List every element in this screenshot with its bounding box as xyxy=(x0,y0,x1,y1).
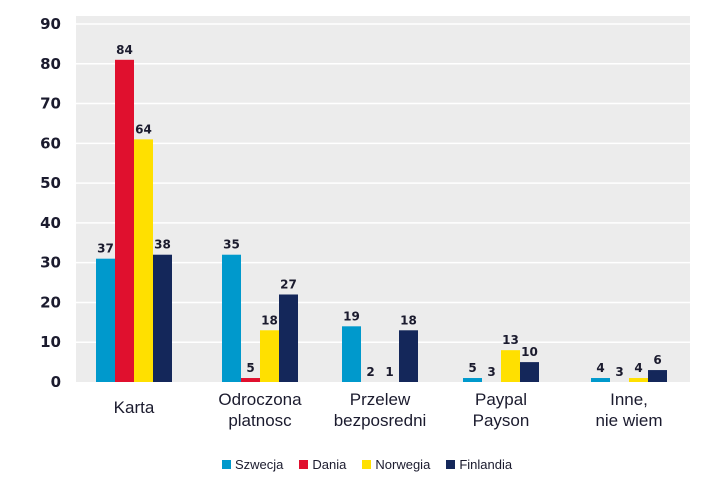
y-tick-label: 60 xyxy=(40,134,61,152)
data-label: 64 xyxy=(135,122,152,136)
data-label: 3 xyxy=(487,365,495,379)
legend-label: Finlandia xyxy=(459,457,513,472)
y-tick-label: 0 xyxy=(51,373,61,391)
legend-swatch xyxy=(446,460,456,469)
legend: Szwecja Dania Norwegia Finlandia xyxy=(222,457,512,472)
category-label: Karta xyxy=(114,398,155,417)
x-axis: Karta Odroczona platnosc Przelew bezposredni… xyxy=(114,390,663,430)
data-label: 5 xyxy=(468,361,476,375)
bar-dania xyxy=(115,59,134,383)
category-label: Inne, nie wiem xyxy=(595,390,662,430)
gridlines xyxy=(76,23,690,343)
bar-finlandia xyxy=(648,370,667,382)
data-label: 6 xyxy=(653,353,661,367)
category-label: Odroczona platnosc xyxy=(218,390,302,430)
bar-norwegia xyxy=(501,350,520,382)
data-label: 38 xyxy=(154,238,171,252)
bar-finlandia xyxy=(520,362,539,382)
bar-szwecja xyxy=(222,254,241,382)
y-tick-label: 10 xyxy=(40,333,61,351)
y-tick-label: 70 xyxy=(40,95,61,113)
legend-item-norwegia: Norwegia xyxy=(362,457,430,472)
legend-label: Szwecja xyxy=(235,457,284,472)
bar-dania xyxy=(241,378,260,382)
legend-label: Norwegia xyxy=(375,457,431,472)
y-tick-label: 50 xyxy=(40,174,61,192)
bar-finlandia xyxy=(153,254,172,382)
category-label: Paypal Payson xyxy=(473,390,530,430)
legend-item-dania: Dania xyxy=(299,457,346,472)
data-label: 5 xyxy=(246,361,254,375)
category-label: Przelew bezposredni xyxy=(334,390,427,430)
data-label: 35 xyxy=(223,238,240,252)
data-label: 27 xyxy=(280,277,297,291)
legend-item-finlandia: Finlandia xyxy=(446,457,512,472)
data-label: 84 xyxy=(116,43,133,57)
bar-norwegia xyxy=(134,139,153,382)
data-label: 1 xyxy=(385,365,393,379)
bar-szwecja xyxy=(591,378,610,382)
data-label: 13 xyxy=(502,333,519,347)
y-axis: 0 10 20 30 40 50 60 70 80 90 xyxy=(40,15,61,391)
bar-szwecja xyxy=(96,258,115,382)
y-tick-label: 80 xyxy=(40,55,61,73)
bar-finlandia xyxy=(399,330,418,382)
legend-label: Dania xyxy=(312,457,347,472)
legend-item-szwecja: Szwecja xyxy=(222,457,283,472)
legend-swatch xyxy=(362,460,372,469)
bar-norwegia xyxy=(260,330,279,382)
data-label: 18 xyxy=(261,313,278,327)
data-label: 19 xyxy=(343,309,360,323)
legend-swatch xyxy=(222,460,231,469)
data-label: 2 xyxy=(366,365,374,379)
bar-szwecja xyxy=(342,326,361,382)
legend-swatch xyxy=(299,460,309,469)
plot-area xyxy=(76,16,690,382)
data-label: 37 xyxy=(97,242,114,256)
data-label: 18 xyxy=(400,313,417,327)
bars xyxy=(96,59,667,383)
bar-finlandia xyxy=(279,294,298,382)
y-tick-label: 20 xyxy=(40,293,61,311)
data-label: 4 xyxy=(634,361,642,375)
data-label: 3 xyxy=(615,365,623,379)
bar-szwecja xyxy=(463,378,482,382)
y-tick-label: 40 xyxy=(40,214,61,232)
y-tick-label: 90 xyxy=(40,15,61,33)
data-label: 10 xyxy=(521,345,538,359)
bar-norwegia xyxy=(629,378,648,382)
data-label: 4 xyxy=(596,361,604,375)
y-tick-label: 30 xyxy=(40,254,61,272)
